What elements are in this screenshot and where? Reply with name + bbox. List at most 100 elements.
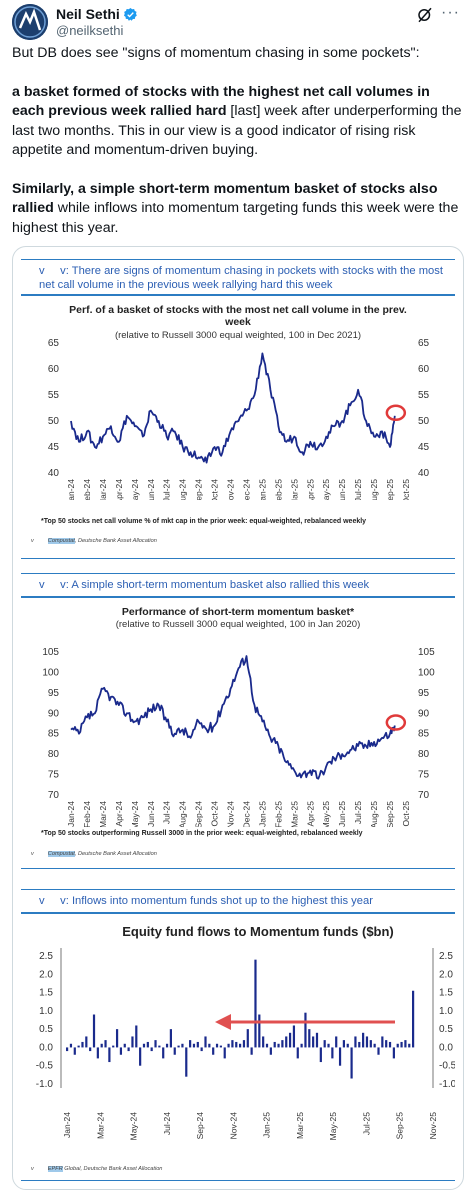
chart-1-xtick: Sep-25	[385, 479, 395, 500]
tweet-text: But DB does see "signs of momentum chasi…	[12, 44, 462, 257]
chart-3-bar	[181, 1043, 184, 1048]
panel-1-title-text: v: There are signs of momentum chasing i…	[39, 265, 443, 291]
tweet-p3-bold: Similarly, a simple short-term momentum …	[12, 180, 438, 217]
chart-1-xtick: Feb-24	[82, 479, 92, 500]
chart-3-bar	[385, 1040, 388, 1048]
chart-2-xtick: Apr-25	[305, 801, 315, 827]
chart-3-bar	[227, 1043, 230, 1048]
tweet-p3-rest: while inflows into momentum targeting fu…	[12, 200, 459, 236]
chart-3-ytick-left: -0.5	[36, 1061, 54, 1072]
chart-3-xtick: Mar-24	[95, 1112, 105, 1139]
chart-2-ytick-right: 90	[418, 708, 430, 719]
chart-3-bar	[89, 1047, 92, 1052]
chart-3-ytick-left: -1.0	[36, 1079, 54, 1090]
more-options-icon[interactable]: ···	[441, 4, 460, 21]
tweet-media[interactable]: v v: There are signs of momentum chasing…	[12, 246, 464, 1190]
chart-3-bar	[331, 1047, 334, 1059]
chart-3-bar	[100, 1043, 103, 1048]
chart-3-ytick-left: 0.5	[39, 1024, 53, 1035]
chart-3-bar	[408, 1043, 411, 1048]
chart-3-bar	[400, 1041, 403, 1048]
chart-3-bar	[288, 1032, 292, 1048]
chart-2-xtick: Jan-24	[66, 801, 76, 827]
chart-1-footnote: *Top 50 stocks net call volume % of mkt …	[41, 518, 367, 525]
chart-3-bar	[162, 1047, 165, 1059]
chart-1-xtick: Mar-25	[289, 479, 299, 500]
chart-2-xtick: Aug-25	[369, 801, 379, 827]
tweet-header: Neil Sethi @neilksethi ···	[12, 4, 462, 40]
chart-1-xtick: May-24	[130, 479, 140, 500]
chart-3-ytick-left: 0.0	[39, 1042, 53, 1053]
chart-2-ytick-left: 85	[48, 729, 60, 740]
chart-3-bar	[108, 1047, 111, 1063]
chart-1-ytick-right: 65	[418, 338, 430, 349]
author-handle[interactable]: @neilksethi	[56, 23, 124, 38]
chart-2-footnote: *Top 50 stocks outperforming Russell 300…	[41, 830, 363, 837]
panel-2-divider	[21, 596, 455, 598]
avatar[interactable]	[12, 4, 48, 40]
chart-3-bar	[300, 1043, 303, 1048]
chart-3-bar	[369, 1040, 372, 1048]
chart-1: 40 40 45 45 50 50 55 55 60 60 65 65 Jan-24 Feb-24 Mar-…	[48, 338, 430, 500]
chart-2-ytick-right: 105	[418, 647, 435, 658]
chart-1-title: Perf. of a basket of stocks with the mos…	[69, 304, 407, 328]
chart-3-ytick-left: 2.0	[39, 969, 53, 980]
chart-3-ytick-right: 0.5	[439, 1024, 453, 1035]
chart-1-ytick-left: 50	[48, 416, 60, 427]
chart-1-ytick-right: 55	[418, 390, 430, 401]
chart-3-bar	[262, 1036, 265, 1048]
chart-3-ytick-left: 2.5	[39, 951, 53, 962]
chart-3-ytick-right: 2.0	[439, 969, 453, 980]
chart-3-bar	[192, 1043, 196, 1048]
chart-2-xtick: Sep-24	[194, 801, 204, 827]
chart-3-xtick: Nov-24	[228, 1112, 238, 1140]
chart-1-xtick: Apr-25	[305, 479, 315, 500]
chart-3-bar	[242, 1040, 246, 1048]
chart-3-bar	[350, 1047, 353, 1079]
chart-2-xtick: May-24	[130, 801, 140, 827]
chart-3-bar	[150, 1047, 153, 1052]
author-name[interactable]: Neil Sethi	[56, 6, 120, 22]
chart-panel-3: v v: Inflows into momentum funds shot up…	[21, 889, 455, 1181]
chart-2-xtick: May-25	[321, 801, 331, 827]
chart-3-ytick-right: 1.0	[439, 1006, 453, 1017]
chart-3-bar	[165, 1043, 169, 1048]
chart-2-xtick: Apr-24	[114, 801, 124, 827]
chart-3-bar	[358, 1041, 361, 1048]
chart-2-xtick: Dec-24	[241, 801, 251, 827]
chart-1-highlight-circle	[385, 404, 407, 422]
author-name-row[interactable]: Neil Sethi	[56, 6, 138, 22]
chart-2-source: v Compustat, Deutsche Bank Asset Allocati…	[31, 851, 157, 857]
chart-3-source-b: Global, Deutsche Bank Asset Allocation	[62, 1166, 163, 1172]
chart-1-xtick: Jan-24	[66, 479, 76, 500]
chart-3-bar	[388, 1041, 392, 1048]
chart-3-bar	[392, 1047, 395, 1059]
chart-3-bar	[285, 1036, 288, 1048]
chart-3-bar	[335, 1036, 338, 1048]
chart-2-title: Performance of short-term momentum baske…	[121, 606, 355, 618]
chart-3-bar	[77, 1045, 80, 1048]
chart-3-xtick: Nov-25	[428, 1112, 438, 1140]
chart-1-ytick-left: 65	[48, 338, 60, 349]
chart-1-xtick: Jul-25	[353, 479, 363, 500]
chart-2-ytick-left: 95	[48, 688, 60, 699]
chart-1-ytick-right: 40	[418, 468, 430, 479]
chart-1-subtitle: (relative to Russell 3000 equal weighted…	[114, 330, 362, 341]
chart-3-bar	[323, 1040, 326, 1048]
chart-3-bar	[173, 1047, 176, 1055]
chart-1-xtick: Apr-24	[114, 479, 124, 500]
chart-panel-1: v v: There are signs of momentum chasing…	[21, 259, 455, 559]
chart-1-xtick: Aug-25	[369, 479, 379, 500]
grok-icon[interactable]	[416, 6, 434, 24]
chart-1-ytick-right: 50	[418, 416, 430, 427]
chart-3-bar	[254, 959, 257, 1048]
chart-3-bar	[208, 1043, 211, 1048]
chart-1-xtick: Nov-24	[226, 479, 236, 500]
chart-2-ytick-right: 100	[418, 667, 435, 678]
chart-2-xtick: Mar-24	[98, 801, 108, 827]
chart-1-ytick-left: 40	[48, 468, 60, 479]
chart-1-source-b: , Deutsche Bank Asset Allocation	[74, 538, 157, 544]
chart-3-bar	[269, 1047, 272, 1055]
chart-3-bar	[292, 1025, 296, 1048]
chart-3-bar	[212, 1047, 215, 1055]
